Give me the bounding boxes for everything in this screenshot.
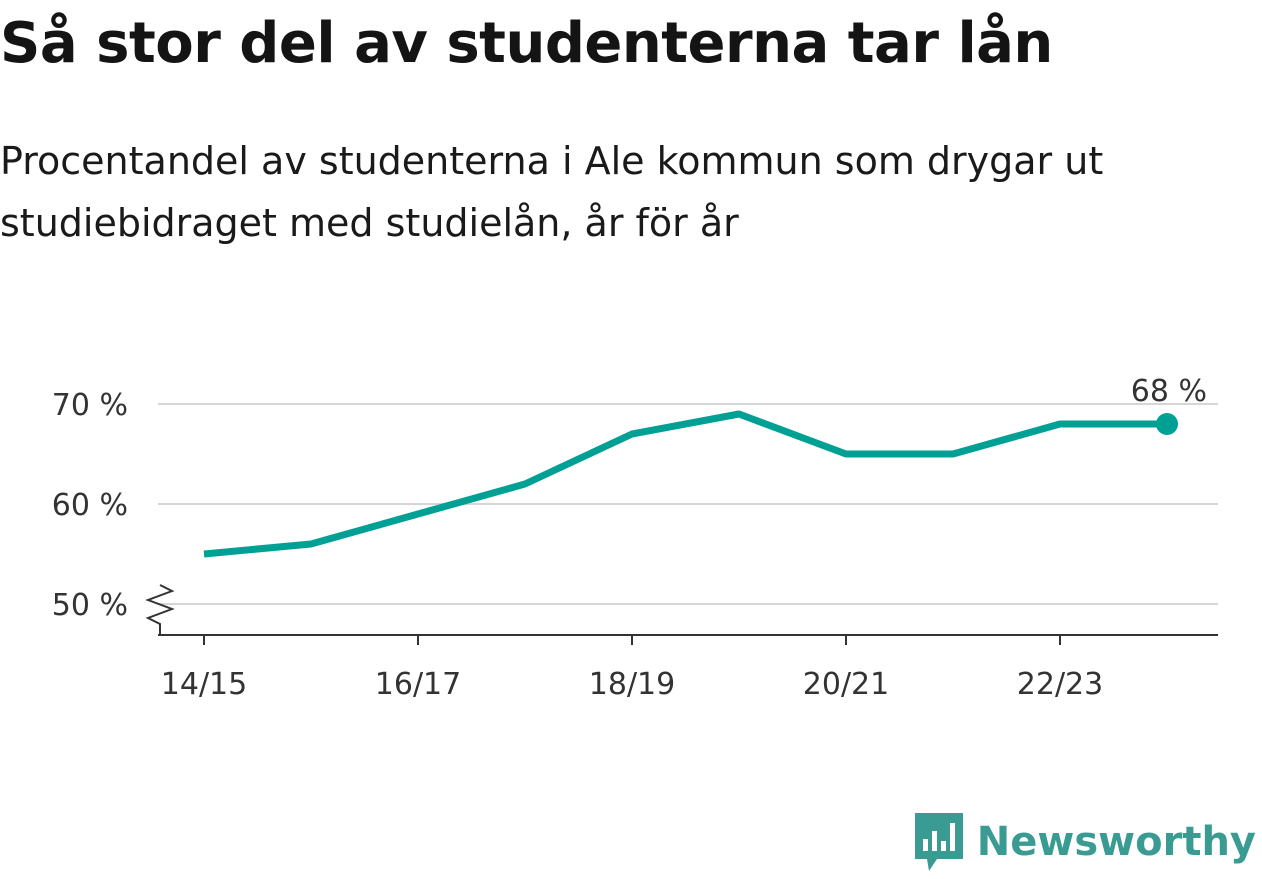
y-axis-break — [145, 584, 175, 635]
x-tick-label: 22/23 — [1017, 667, 1103, 702]
x-tick-label: 18/19 — [589, 667, 675, 702]
series-layer: 68 % — [203, 374, 1207, 558]
last-point-marker — [1156, 413, 1178, 435]
series-line — [203, 410, 1167, 558]
bar-chart-bubble-icon — [914, 813, 963, 871]
y-tick-label: 70 % — [52, 388, 128, 423]
y-tick-label: 60 % — [52, 488, 128, 523]
chart-title: Så stor del av studenterna tar lån — [0, 11, 1053, 76]
x-axis-labels: 14/15 16/17 18/19 20/21 22/23 — [161, 635, 1103, 702]
logo-text: Newsworthy — [976, 819, 1256, 865]
last-value-label: 68 % — [1131, 374, 1207, 409]
x-tick-label: 20/21 — [803, 667, 889, 702]
x-tick-label: 16/17 — [375, 667, 461, 702]
x-axis — [145, 584, 1218, 636]
newsworthy-logo: Newsworthy — [914, 813, 1256, 871]
y-tick-label: 50 % — [52, 588, 128, 623]
x-tick-label: 14/15 — [161, 667, 247, 702]
gridlines — [158, 403, 1218, 605]
y-axis-labels: 50 % 60 % 70 % — [52, 388, 128, 623]
chart-subtitle: Procentandel av studenterna i Ale kommun… — [0, 139, 1104, 245]
